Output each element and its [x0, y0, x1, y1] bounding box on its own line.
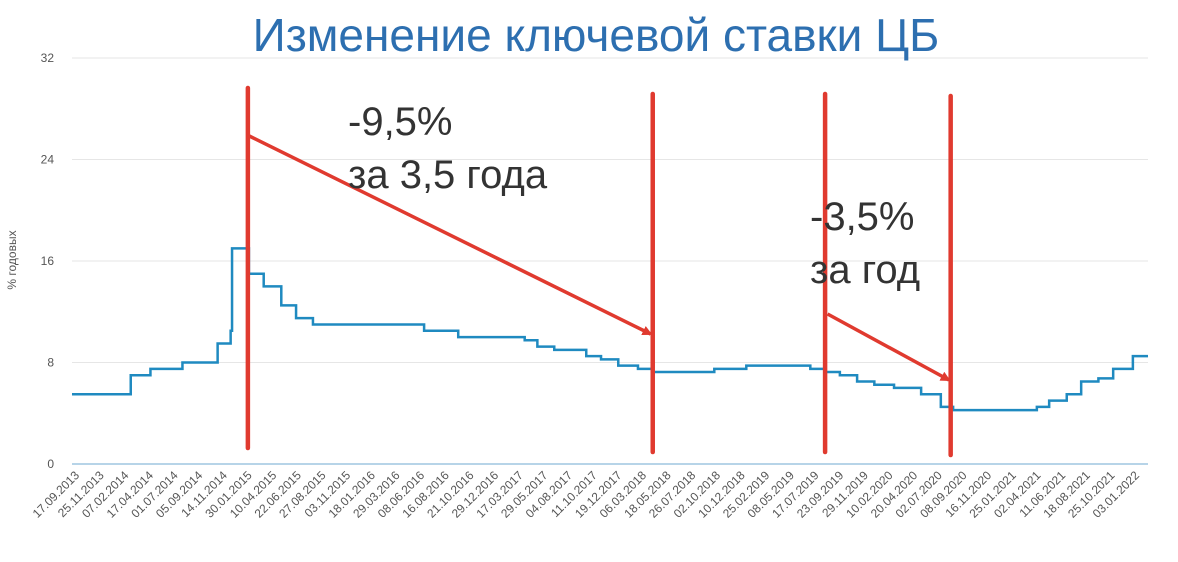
annotation-1-line-2: за 3,5 года [348, 153, 548, 197]
annotation-arrows [248, 134, 951, 382]
rate-series-line [72, 247, 1148, 412]
marker-lines [245, 85, 953, 458]
annotation-1-line-1: -9,5% [348, 100, 453, 144]
series-layer [71, 247, 1149, 412]
y-tick-label: 0 [47, 457, 54, 471]
y-tick-label: 24 [41, 153, 55, 167]
grid-lines [72, 57, 1148, 363]
y-axis-label: % годовых [5, 230, 19, 289]
annotation-2-line-1: -3,5% [810, 195, 915, 239]
y-tick-label: 32 [41, 51, 55, 65]
y-tick-label: 16 [41, 254, 55, 268]
y-axis-ticks: 0 8 16 24 32 [41, 51, 55, 471]
annotation-2-line-2: за год [810, 248, 920, 292]
y-tick-label: 8 [47, 356, 54, 370]
chart-title: Изменение ключевой ставки ЦБ [253, 9, 940, 61]
annotation-arrow [826, 312, 951, 382]
x-axis-ticks: 17.09.201325.11.201307.02.201417.04.2014… [30, 468, 1143, 521]
annotation-arrow [248, 134, 653, 336]
